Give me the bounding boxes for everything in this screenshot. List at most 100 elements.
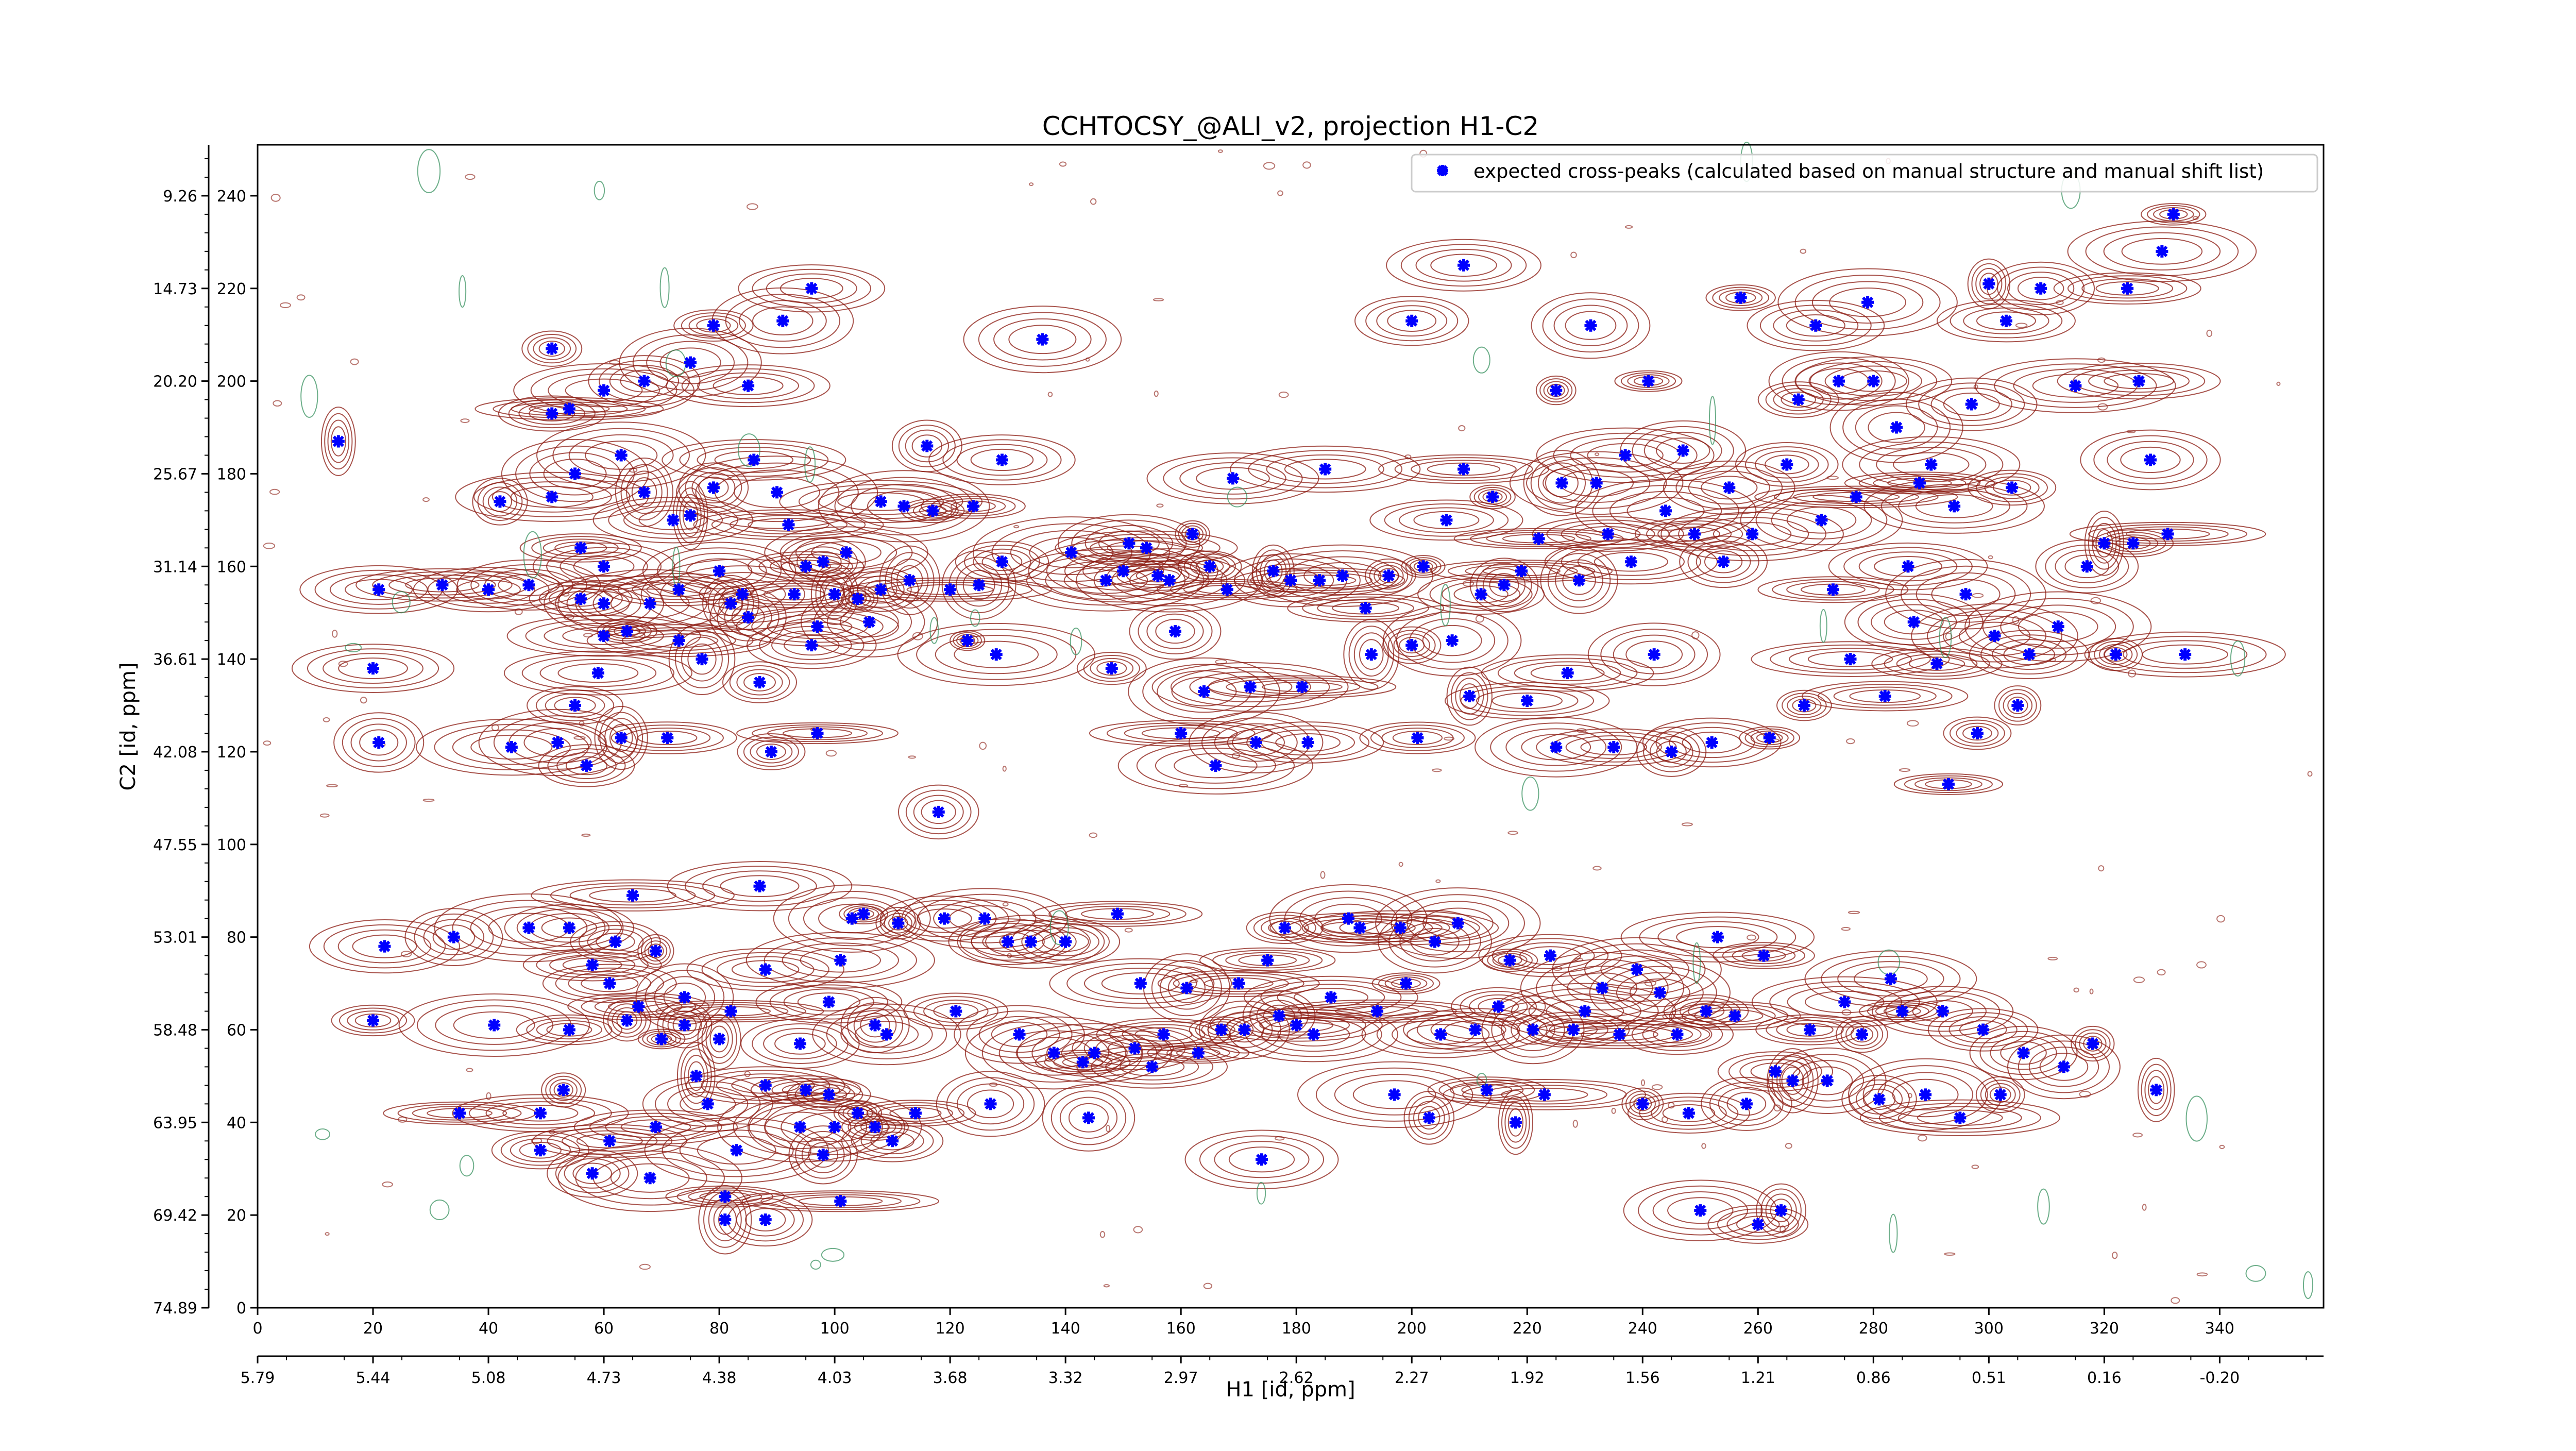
cross-peak-marker <box>1013 1028 1026 1041</box>
y-tick-label: 140 <box>217 651 246 669</box>
axes-layer: 0 20 40 60 80 100 120 140 160 180 200 220 240 260 280 3… <box>153 145 2324 1387</box>
cross-peak-marker <box>1388 1088 1401 1101</box>
cross-peak-marker <box>1584 319 1597 332</box>
cross-peak-marker <box>1676 444 1689 457</box>
cross-peak-marker <box>1688 528 1701 541</box>
x-tick-label: 280 <box>1859 1320 1888 1338</box>
cross-peak-marker <box>563 1023 575 1036</box>
cross-peak-marker <box>1665 745 1678 758</box>
y-ppm-tick-label: 25.67 <box>153 465 197 483</box>
cross-peak-marker <box>926 504 939 517</box>
cross-peak-marker <box>2121 282 2134 295</box>
cross-peak-marker <box>1717 555 1730 568</box>
y-tick-label: 100 <box>217 836 246 854</box>
cross-peak-marker <box>1965 398 1978 411</box>
cross-peak-marker <box>1365 648 1378 661</box>
y-tick-label: 240 <box>217 188 246 206</box>
cross-peak-marker <box>1469 1023 1482 1036</box>
cross-peak-marker <box>1267 565 1280 578</box>
cross-peak-marker <box>805 639 818 652</box>
cross-peak-marker <box>557 1084 570 1096</box>
cross-peak-marker <box>603 977 616 990</box>
cross-peak-marker <box>603 1135 616 1148</box>
cross-peak-marker <box>1815 514 1828 527</box>
y-tick-label: 0 <box>236 1300 246 1318</box>
cross-peak-marker <box>1215 1023 1228 1036</box>
cross-peak-marker <box>598 384 611 397</box>
x-tick-label: 60 <box>594 1320 614 1338</box>
cross-peak-marker <box>995 453 1008 466</box>
cross-peak-marker <box>1809 319 1822 332</box>
cross-peak-marker <box>759 1079 772 1092</box>
cross-peak-marker <box>1105 662 1118 675</box>
cross-peak-marker <box>684 509 697 522</box>
cross-peak-marker <box>1503 954 1516 967</box>
cross-peak-marker <box>2006 481 2019 494</box>
cross-peak-marker <box>1590 477 1603 490</box>
cross-peak-marker <box>1492 1000 1505 1013</box>
cross-peak-marker <box>1480 1084 1493 1096</box>
x-tick-label: 80 <box>709 1320 729 1338</box>
cross-peak-marker <box>667 514 680 527</box>
cross-peak-marker <box>869 1019 882 1032</box>
x-ppm-tick-label: 1.92 <box>1510 1369 1545 1387</box>
cross-peak-marker <box>1249 736 1262 749</box>
cross-peak-marker <box>1890 421 1903 434</box>
cross-peak-marker <box>1186 528 1199 541</box>
y-ppm-tick-label: 36.61 <box>153 651 197 669</box>
cross-peak-marker <box>742 611 755 624</box>
x-ppm-tick-label: 2.97 <box>1164 1369 1198 1387</box>
cross-peak-marker <box>805 282 818 295</box>
x-ppm-tick-label: 5.44 <box>356 1369 391 1387</box>
cross-peak-marker <box>1711 931 1724 943</box>
cross-peak-marker <box>1613 1028 1626 1041</box>
cross-peak-marker <box>1175 727 1188 739</box>
cross-peak-marker <box>1405 639 1418 652</box>
cross-peak-marker <box>1659 504 1672 517</box>
y-ppm-tick-label: 58.48 <box>153 1021 197 1039</box>
cross-peak-marker <box>1988 630 2001 643</box>
cross-peak-marker <box>367 1014 380 1027</box>
x-tick-label: 240 <box>1628 1320 1657 1338</box>
cross-peak-marker <box>978 912 991 925</box>
cross-peak-marker <box>1746 528 1759 541</box>
cross-peak-marker <box>828 1121 841 1134</box>
cross-peak-marker <box>2023 648 2036 661</box>
cross-peak-marker <box>1515 565 1528 578</box>
cross-peak-marker <box>1982 277 1995 290</box>
cross-peak-marker <box>1296 681 1309 694</box>
cross-peak-marker <box>932 805 945 818</box>
cross-peak-marker <box>1532 532 1545 545</box>
cross-peak-marker <box>1700 1005 1713 1018</box>
x-tick-label: 340 <box>2205 1320 2234 1338</box>
cross-peak-marker <box>1261 954 1274 967</box>
chart-title: CCHTOCSY_@ALI_v2, projection H1-C2 <box>1042 111 1539 141</box>
legend-label: expected cross-peaks (calculated based o… <box>1473 160 2264 182</box>
x-tick-label: 320 <box>2090 1320 2119 1338</box>
cross-peak-marker <box>1111 907 1124 920</box>
cross-peak-marker <box>620 625 633 638</box>
cross-peak-marker <box>857 907 870 920</box>
cross-peak-marker <box>834 1195 847 1208</box>
cross-peak-marker <box>1619 449 1632 462</box>
cross-peak-marker <box>1705 736 1718 749</box>
x-tick-label: 40 <box>479 1320 498 1338</box>
cross-peak-marker <box>874 495 887 508</box>
cross-peak-marker <box>1769 1065 1782 1078</box>
cross-peak-marker <box>753 880 766 892</box>
cross-peak-marker <box>961 634 974 647</box>
cross-peak-marker <box>851 593 864 605</box>
cross-peak-marker <box>990 648 1003 661</box>
cross-peak-marker <box>1307 1028 1320 1041</box>
cross-peak-marker <box>2150 1084 2163 1096</box>
cross-peak-marker <box>1099 574 1112 587</box>
cross-peak-marker <box>1538 1088 1551 1101</box>
cross-peak-marker <box>1850 491 1862 503</box>
cross-peak-marker <box>1781 458 1793 471</box>
cross-peak-marker <box>1458 259 1470 272</box>
cross-peak-marker <box>436 579 449 592</box>
cross-peak-marker <box>1948 500 1961 513</box>
legend-frame <box>1411 154 2318 193</box>
y-tick-label: 200 <box>217 373 246 391</box>
